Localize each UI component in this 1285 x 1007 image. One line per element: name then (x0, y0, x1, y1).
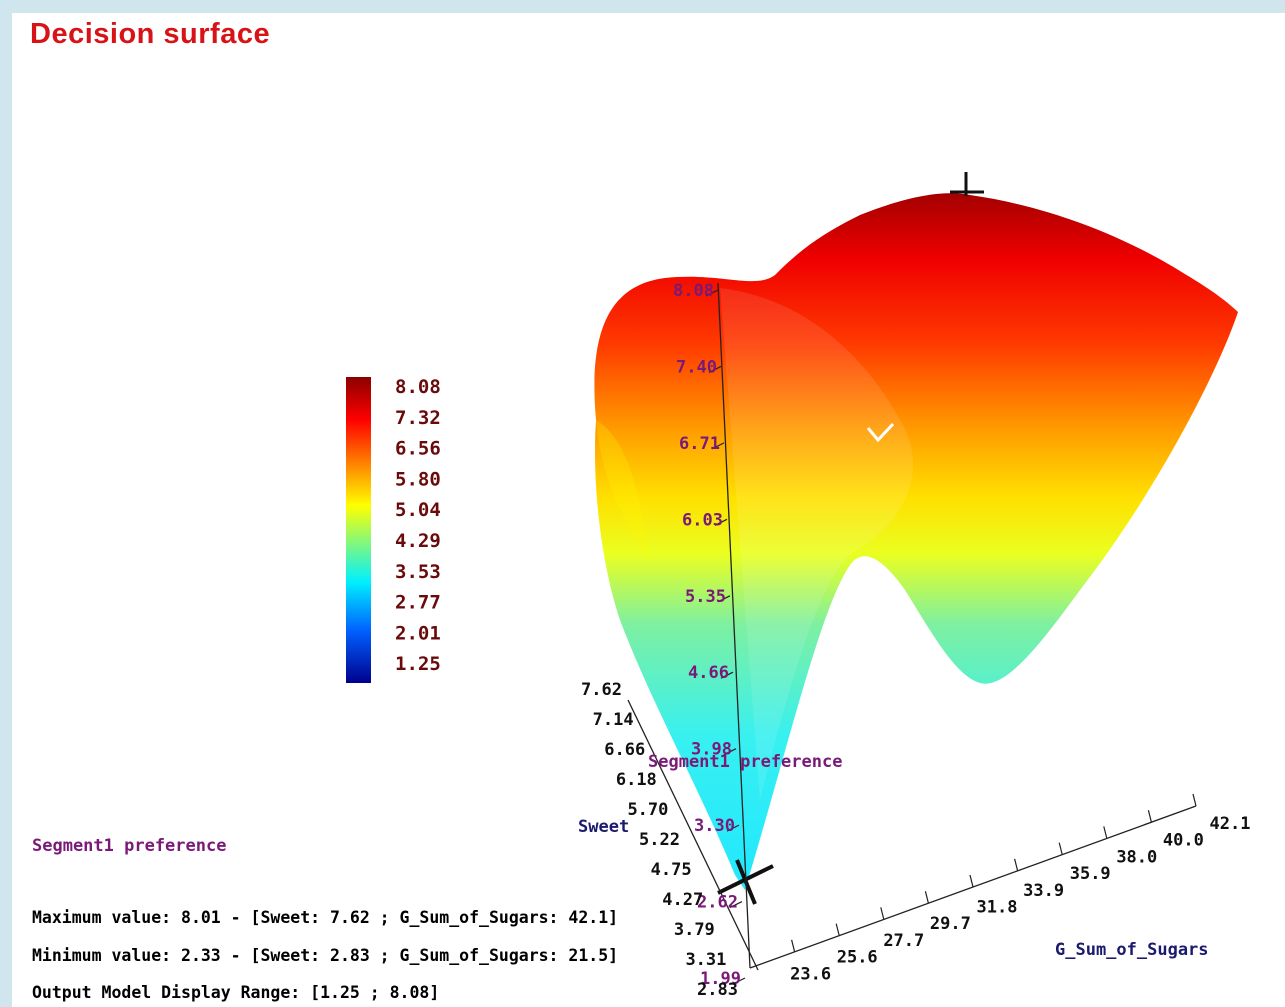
y-axis-tick (1014, 858, 1019, 871)
y-tick-label: 27.7 (883, 931, 924, 951)
z-axis-tick (723, 748, 737, 756)
z-tick-label: 7.40 (676, 357, 717, 377)
y-tick-label: 33.9 (1023, 881, 1064, 901)
x-tick-label: 4.27 (662, 890, 703, 910)
z-tick-label: 8.08 (673, 281, 714, 301)
legend-label: 5.80 (395, 468, 441, 490)
x-tick-label: 6.66 (604, 740, 645, 760)
z-axis-title: Segment1 preference (648, 752, 842, 772)
legend-label: 3.53 (395, 561, 441, 583)
y-tick-label: 25.6 (837, 948, 878, 968)
legend-label: 7.32 (395, 407, 441, 429)
y-axis-tick (1192, 793, 1197, 807)
display-range-text: Output Model Display Range: [1.25 ; 8.08… (32, 983, 440, 1002)
y-axis-tick (880, 907, 885, 920)
legend-label: 8.08 (395, 376, 441, 398)
legend-label: 5.04 (395, 499, 441, 521)
surface-shading (720, 288, 914, 800)
x-tick-label: 3.31 (685, 950, 726, 970)
color-legend-bar (346, 377, 371, 683)
y-tick-label: 42.1 (1210, 814, 1251, 834)
y-axis-tick (924, 891, 929, 904)
z-axis-tick (705, 289, 719, 297)
y-axis-title: G_Sum_of_Sugars (1055, 940, 1209, 960)
z-axis-tick (714, 518, 728, 526)
maximum-value-text: Maximum value: 8.01 - [Sweet: 7.62 ; G_S… (32, 908, 619, 927)
surface-fold-left (596, 420, 650, 560)
y-axis-tick (1058, 842, 1063, 855)
x-tick-label: 7.14 (593, 710, 634, 730)
y-axis-tick (1103, 826, 1108, 839)
y-tick-label: 40.0 (1163, 831, 1204, 851)
y-axis-tick (969, 874, 974, 888)
z-tick-label: 3.98 (691, 740, 732, 760)
z-axis-line (717, 282, 751, 969)
y-axis-tick (791, 939, 796, 952)
z-axis-tick (717, 595, 731, 603)
z-axis-tick (711, 442, 725, 450)
y-tick-label: 35.9 (1070, 864, 1111, 884)
z-tick-label: 1.99 (700, 969, 741, 989)
y-axis-tick (835, 923, 840, 936)
x-tick-label: 4.75 (651, 860, 692, 880)
model-label: Segment1 preference (32, 836, 227, 856)
legend-label: 2.01 (395, 622, 441, 644)
color-legend-labels: 8.08 7.32 6.56 5.80 5.04 4.29 3.53 2.77 2.01 1.25 (395, 376, 441, 675)
chart-title: Decision surface (30, 18, 271, 50)
x-tick-label: 2.83 (697, 980, 738, 1000)
max-marker (950, 172, 984, 196)
x-tick-label: 5.22 (639, 830, 680, 850)
surface-mesh (594, 193, 1238, 890)
legend-label: 1.25 (395, 653, 441, 675)
y-tick-label: 31.8 (977, 898, 1018, 918)
legend-label: 2.77 (395, 592, 441, 614)
y-tick-label: 23.6 (790, 964, 831, 984)
x-tick-label: 3.79 (674, 920, 715, 940)
axis-ticks (705, 289, 1197, 985)
z-axis-tick (726, 824, 740, 832)
x-axis-line (627, 699, 759, 971)
z-tick-label: 3.30 (694, 816, 735, 836)
z-axis-tick (720, 671, 734, 679)
x-axis-title: Sweet (578, 817, 629, 837)
z-axis-tick (708, 365, 722, 373)
z-axis-tick (729, 901, 743, 909)
z-tick-label: 6.71 (679, 434, 720, 454)
z-tick-label: 5.35 (685, 587, 726, 607)
x-tick-label: 7.62 (581, 680, 622, 700)
z-tick-label: 6.03 (682, 510, 723, 530)
legend-label: 6.56 (395, 438, 441, 460)
y-axis-tick (1147, 810, 1152, 823)
x-tick-label: 5.70 (627, 800, 668, 820)
x-tick-label: 6.18 (616, 770, 657, 790)
z-axis-tick (732, 977, 746, 985)
cursor-marker (866, 422, 895, 443)
z-tick-label: 4.66 (688, 663, 729, 683)
y-tick-label: 29.7 (930, 914, 971, 934)
legend-label: 4.29 (395, 530, 441, 552)
z-tick-label: 2.62 (697, 893, 738, 913)
minimum-value-text: Minimum value: 2.33 - [Sweet: 2.83 ; G_S… (32, 946, 619, 965)
y-tick-label: 38.0 (1116, 847, 1157, 867)
